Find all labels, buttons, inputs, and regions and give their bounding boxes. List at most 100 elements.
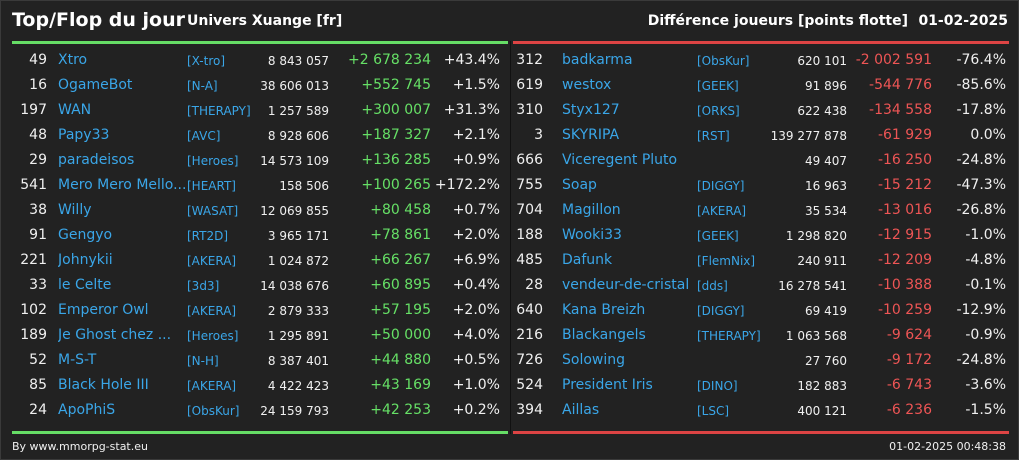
points-change: +552 745 [361,77,431,93]
player-name-link[interactable]: paradeisos [58,152,135,168]
alliance-tag-link[interactable]: [AVC] [187,129,221,143]
alliance-tag-link[interactable]: [ORKS] [697,104,740,118]
player-name-link[interactable]: Magillon [562,202,621,218]
percent-change: +6.9% [452,252,500,268]
player-name-link[interactable]: Papy33 [58,127,110,143]
site-credit: By www.mmorpg-stat.eu [12,440,148,453]
player-rank: 640 [516,302,543,318]
points-change: -544 776 [869,77,932,93]
points-change: +57 195 [370,302,431,318]
player-points: 24 159 793 [260,404,329,418]
generated-timestamp: 01-02-2025 00:48:38 [889,440,1006,453]
alliance-tag-link[interactable]: [Heroes] [187,329,239,343]
alliance-tag-link[interactable]: [GEEK] [697,79,739,93]
player-name-link[interactable]: Je Ghost chez ... [58,327,172,343]
flop-players-panel: 312 badkarma [ObsKur] 620 101 -2 002 591 -76.… [513,48,1010,423]
alliance-tag-link[interactable]: [AKERA] [187,379,237,393]
player-points: 12 069 855 [260,204,329,218]
alliance-tag-link[interactable]: [GEEK] [697,229,739,243]
alliance-tag-link[interactable]: [FlemNix] [697,254,756,268]
player-rank: 704 [516,202,543,218]
alliance-tag-link[interactable]: [RST] [697,129,730,143]
player-rank: 52 [29,352,47,368]
player-name-link[interactable]: Black Hole III [58,377,149,393]
points-change: -6 236 [886,402,932,418]
player-name-link[interactable]: Styx127 [562,102,620,118]
player-name-link[interactable]: badkarma [562,52,633,68]
alliance-tag-link[interactable]: [AKERA] [187,254,237,268]
player-points: 8 387 401 [267,354,329,368]
player-rank: 189 [20,327,47,343]
top-player-row: 197 WAN [THERAPY] 1 257 589 +300 007 +31.3% [11,98,508,123]
alliance-tag-link[interactable]: [AKERA] [187,304,237,318]
alliance-tag-link[interactable]: [WASAT] [187,204,239,218]
player-name-link[interactable]: Xtro [58,52,88,68]
player-rank: 541 [20,177,47,193]
page-title: Top/Flop du jour [12,9,185,31]
player-name-link[interactable]: WAN [58,102,92,118]
alliance-tag-link[interactable]: [DIGGY] [697,179,745,193]
percent-change: +0.7% [452,202,500,218]
player-name-link[interactable]: vendeur-de-cristal [562,277,690,293]
alliance-tag-link[interactable]: [Heroes] [187,154,239,168]
alliance-tag-link[interactable]: [THERAPY] [697,329,761,343]
alliance-tag-link[interactable]: [AKERA] [697,204,747,218]
player-name-link[interactable]: Emperor Owl [58,302,149,318]
alliance-tag-link[interactable]: [DIGGY] [697,304,745,318]
player-name-link[interactable]: Wooki33 [562,227,622,243]
player-name-link[interactable]: Blackangels [562,327,646,343]
player-name-link[interactable]: Solowing [562,352,626,368]
percent-change: -3.6% [965,377,1006,393]
player-rank: 216 [516,327,543,343]
player-name-link[interactable]: SKYRIPA [562,127,620,143]
points-change: -9 624 [886,327,932,343]
player-rank: 48 [29,127,47,143]
player-rank: 3 [534,127,543,143]
player-name-link[interactable]: ApoPhiS [58,402,116,418]
percent-change: -0.9% [965,327,1006,343]
alliance-tag-link[interactable]: [ObsKur] [697,54,750,68]
player-name-link[interactable]: President Iris [562,377,653,393]
alliance-tag-link[interactable]: [LSC] [697,404,730,418]
player-name-link[interactable]: OgameBot [58,77,133,93]
top-player-row: 102 Emperor Owl [AKERA] 2 879 333 +57 195 +2.… [11,298,508,323]
alliance-tag-link[interactable]: [N-A] [187,79,218,93]
percent-change: -17.8% [956,102,1006,118]
alliance-tag-link[interactable]: [X-tro] [187,54,226,68]
alliance-tag-link[interactable]: [dds] [697,279,728,293]
top-player-row: 49 Xtro [X-tro] 8 843 057 +2 678 234 +43.4% [11,48,508,73]
top-player-row: 221 Johnykii [AKERA] 1 024 872 +66 267 +6.9% [11,248,508,273]
player-name-link[interactable]: Kana Breizh [562,302,646,318]
percent-change: -47.3% [956,177,1006,193]
alliance-tag-link[interactable]: [THERAPY] [187,104,251,118]
top-player-row: 91 Gengyo [RT2D] 3 965 171 +78 861 +2.0% [11,223,508,248]
player-name-link[interactable]: Gengyo [58,227,113,243]
player-rank: 102 [20,302,47,318]
alliance-tag-link[interactable]: [HEART] [187,179,236,193]
player-name-link[interactable]: Mero Mero Mello... [58,177,187,193]
alliance-tag-link[interactable]: [DINO] [697,379,738,393]
player-name-link[interactable]: le Celte [58,277,112,293]
points-change: +2 678 234 [348,52,431,68]
points-change: +66 267 [370,252,431,268]
player-name-link[interactable]: M-S-T [58,352,97,368]
flop-player-row: 28 vendeur-de-cristal [dds] 16 278 541 -10 3… [513,273,1010,298]
player-points: 1 298 820 [785,229,847,243]
points-change: +43 169 [370,377,431,393]
alliance-tag-link[interactable]: [N-H] [187,354,219,368]
player-name-link[interactable]: Dafunk [562,252,613,268]
player-name-link[interactable]: Viceregent Pluto [562,152,678,168]
percent-change: -1.0% [965,227,1006,243]
player-name-link[interactable]: Soap [562,177,597,193]
player-name-link[interactable]: Johnykii [58,252,113,268]
player-name-link[interactable]: Aillas [562,402,600,418]
date-label: 01-02-2025 [918,13,1008,29]
alliance-tag-link[interactable]: [ObsKur] [187,404,240,418]
alliance-tag-link[interactable]: [3d3] [187,279,220,293]
percent-change: +1.0% [452,377,500,393]
player-points: 1 024 872 [267,254,329,268]
player-name-link[interactable]: westox [562,77,612,93]
points-change: +60 895 [370,277,431,293]
alliance-tag-link[interactable]: [RT2D] [187,229,229,243]
player-name-link[interactable]: Willy [58,202,92,218]
